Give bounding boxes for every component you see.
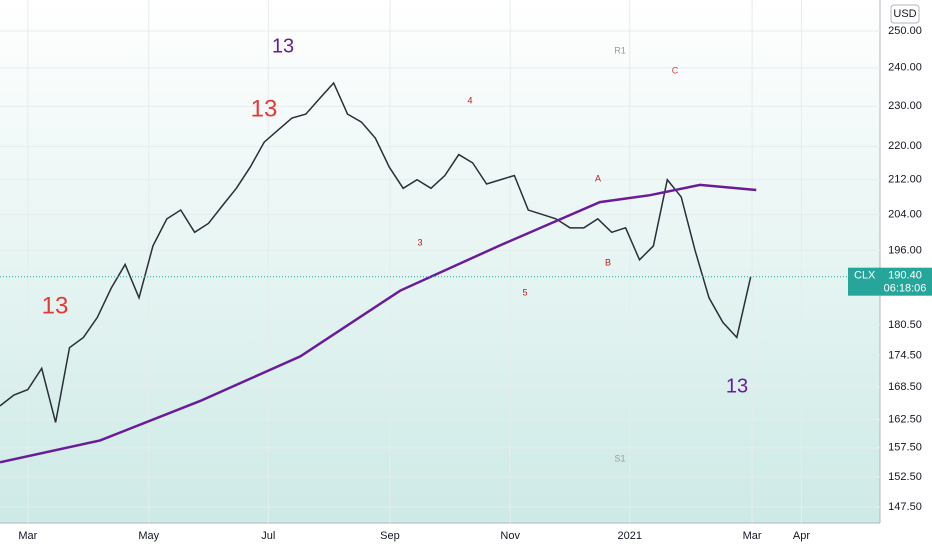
y-tick-label: 168.50 [888,381,922,393]
y-tick-label: 220.00 [888,140,922,152]
annotation: C [672,65,679,75]
annotation: A [595,173,601,183]
last-price-badge [848,267,932,296]
y-tick-label: 240.00 [888,62,922,74]
x-tick-label: 2021 [618,530,642,542]
annotation: B [605,257,611,267]
last-price: 190.40 [888,270,922,282]
y-tick-label: 204.00 [888,208,922,220]
x-tick-label: May [138,530,159,542]
annotation: S1 [614,453,625,463]
annotation: 4 [467,95,472,105]
x-tick-label: Mar [743,530,762,542]
x-tick-label: Mar [18,530,37,542]
y-tick-label: 147.50 [888,501,922,513]
y-tick-label: 196.00 [888,244,922,256]
price-line [0,183,757,464]
currency: USD [893,8,916,20]
countdown: 06:18:06 [884,283,927,295]
y-tick-label: 174.50 [888,349,922,361]
annotation: R1 [614,45,626,55]
annotation: 13 [726,375,748,397]
annotation: 5 [522,287,527,297]
x-tick-label: Apr [793,530,810,542]
currency-button[interactable] [890,4,920,24]
y-tick-label: 230.00 [888,100,922,112]
x-tick-label: Nov [500,530,520,542]
annotation: 13 [251,95,278,122]
annotation: 13 [272,35,294,57]
plot-background [0,0,880,523]
annotation: 3 [417,237,422,247]
x-tick-label: Sep [380,530,400,542]
symbol: CLX [854,270,876,282]
y-tick-label: 250.00 [888,25,922,37]
y-tick-label: 180.50 [888,319,922,331]
y-tick-label: 157.50 [888,442,922,454]
price-line [0,81,752,423]
x-tick-label: Jul [261,530,275,542]
y-tick-label: 162.50 [888,414,922,426]
annotation: 13 [42,292,69,319]
y-tick-label: 212.00 [888,174,922,186]
y-tick-label: 152.50 [888,471,922,483]
